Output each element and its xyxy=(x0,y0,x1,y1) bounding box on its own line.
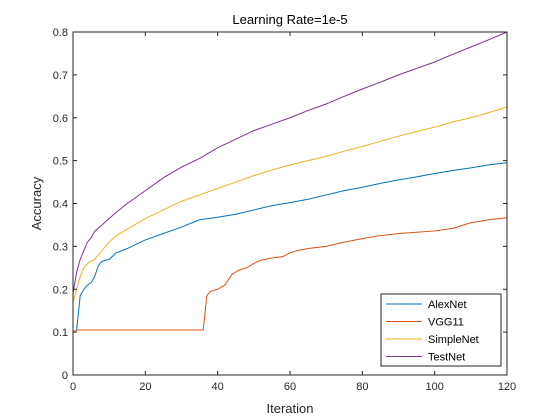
y-tick-label: 0.5 xyxy=(53,156,68,168)
axes-box xyxy=(72,31,508,376)
y-tick-label: 0.6 xyxy=(53,113,68,125)
legend-label-alexnet: AlexNet xyxy=(428,299,467,311)
y-tick-label: 0 xyxy=(62,370,68,382)
x-tick-label: 120 xyxy=(498,381,516,393)
legend-label-vgg11: VGG11 xyxy=(428,317,464,329)
y-tick-label: 0.1 xyxy=(53,327,68,339)
chart-title: Learning Rate=1e-5 xyxy=(232,12,347,27)
series-line-simplenet xyxy=(72,106,508,303)
legend-label-simplenet: SimpleNet xyxy=(428,334,479,346)
legend-box xyxy=(380,293,502,367)
series-line-alexnet xyxy=(72,162,508,333)
legend-label-testnet: TestNet xyxy=(428,352,465,364)
x-tick-label: 0 xyxy=(70,381,76,393)
series-line-vgg11 xyxy=(72,217,508,333)
series-line-testnet xyxy=(72,31,508,294)
y-tick-label: 0.4 xyxy=(53,199,68,211)
y-axis-label: Accuracy xyxy=(29,176,44,230)
x-tick-label: 40 xyxy=(212,381,224,393)
y-tick-label: 0.7 xyxy=(53,70,68,82)
y-tick-label: 0.8 xyxy=(53,27,68,39)
ticks-layer: 0 20 40 60 80 100 120 0 0.1 0.2 0.3 0.4 0.5 0.6 0.7 0.8 xyxy=(53,27,516,393)
series-layer xyxy=(72,31,508,333)
y-tick-label: 0.3 xyxy=(53,241,68,253)
y-tick-label: 0.2 xyxy=(53,284,68,296)
x-axis-label: Iteration xyxy=(267,401,314,416)
x-tick-label: 80 xyxy=(356,381,368,393)
legend-items: AlexNet VGG11 SimpleNet TestNet xyxy=(386,299,479,364)
x-tick-label: 20 xyxy=(139,381,151,393)
x-tick-label: 100 xyxy=(425,381,443,393)
legend: AlexNet VGG11 SimpleNet TestNet xyxy=(380,293,502,367)
x-tick-label: 60 xyxy=(284,381,296,393)
